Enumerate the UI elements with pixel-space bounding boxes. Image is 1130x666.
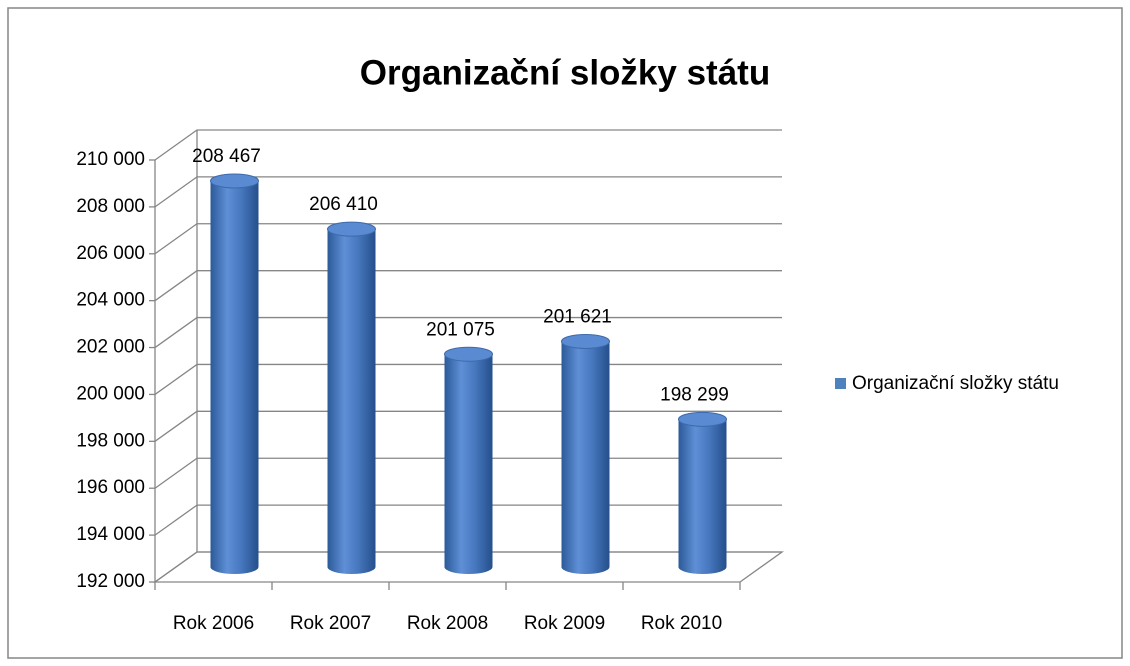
bar [327, 229, 376, 574]
x-tick-label: Rok 2007 [290, 613, 371, 634]
data-label: 206 410 [309, 194, 378, 215]
bar-top [444, 346, 493, 362]
legend-swatch [835, 378, 846, 389]
bar [210, 180, 259, 574]
bar [561, 341, 610, 574]
bar-top [210, 173, 259, 189]
y-tick-label: 204 000 [76, 290, 145, 311]
y-tick-label: 196 000 [76, 477, 145, 498]
bar [444, 354, 493, 574]
x-tick-label: Rok 2006 [173, 613, 254, 634]
data-label: 198 299 [660, 384, 729, 405]
bar-top [678, 411, 727, 427]
y-tick-label: 192 000 [76, 571, 145, 592]
bar-top [561, 333, 610, 349]
y-tick-label: 202 000 [76, 337, 145, 358]
chart-title: Organizační složky státu [360, 53, 770, 92]
legend-label: Organizační složky státu [852, 373, 1059, 394]
y-tick-label: 208 000 [76, 196, 145, 217]
data-label: 201 621 [543, 306, 612, 327]
y-tick-label: 210 000 [76, 149, 145, 170]
y-tick-label: 194 000 [76, 524, 145, 545]
x-tick-label: Rok 2010 [641, 613, 722, 634]
y-tick-label: 198 000 [76, 430, 145, 451]
y-tick-label: 206 000 [76, 243, 145, 264]
data-label: 208 467 [192, 146, 261, 167]
bar-top [327, 221, 376, 237]
bar [678, 419, 727, 574]
x-tick-label: Rok 2008 [407, 613, 488, 634]
data-label: 201 075 [426, 319, 495, 340]
x-tick-label: Rok 2009 [524, 613, 605, 634]
y-tick-label: 200 000 [76, 383, 145, 404]
